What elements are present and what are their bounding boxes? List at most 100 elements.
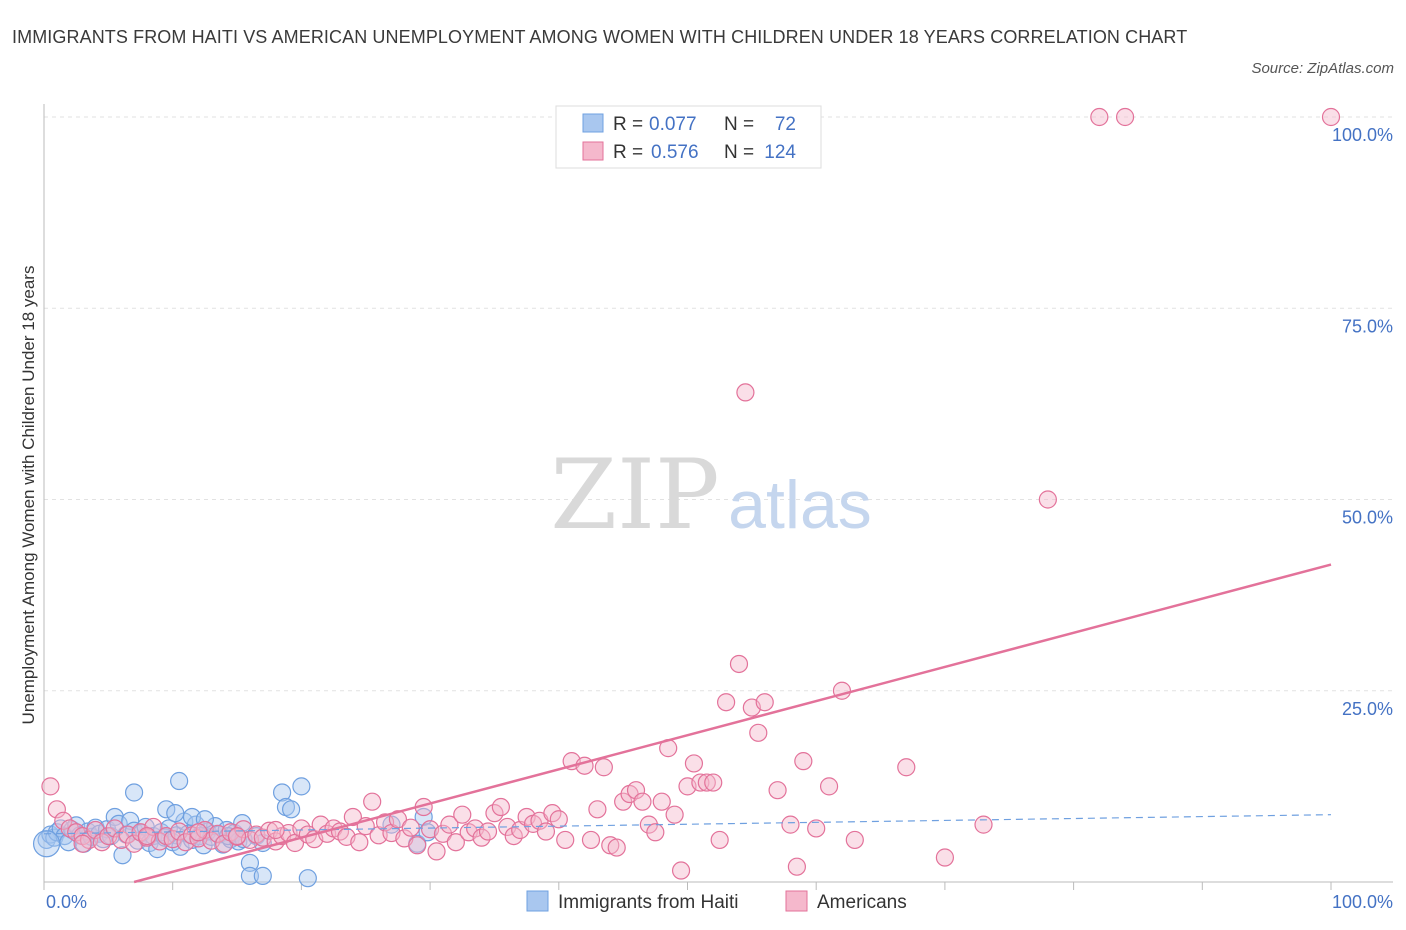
legend-r-label-haiti: R =: [613, 114, 643, 135]
point-americans-94: [652, 792, 671, 811]
watermark-zip: ZIP: [550, 439, 719, 551]
point-americans-123: [1115, 107, 1135, 127]
point-americans-85: [594, 758, 613, 777]
point-americans-104: [717, 693, 736, 712]
x-tick-label-max: 100.0%: [1332, 892, 1393, 912]
point-haiti-52: [240, 853, 260, 872]
bottom-legend-swatch-americans: [785, 890, 808, 912]
y-tick-label-1: 75.0%: [1342, 316, 1393, 336]
point-americans-79: [549, 810, 568, 829]
point-americans-120: [974, 815, 993, 834]
point-americans-114: [807, 819, 826, 838]
point-americans-122: [1090, 107, 1109, 127]
data-points: [32, 107, 1341, 888]
legend-n-label-haiti: N =: [724, 114, 754, 135]
point-americans-108: [749, 723, 768, 742]
point-americans-68: [478, 822, 498, 841]
point-americans-103: [710, 830, 729, 850]
point-americans-60: [427, 842, 446, 861]
point-americans-125: [73, 834, 92, 853]
point-haiti-20: [113, 846, 132, 865]
point-haiti-63: [240, 866, 260, 885]
point-americans-119: [935, 848, 955, 867]
legend-swatch-americans: [582, 141, 604, 161]
zipatlas-watermark: ZIP atlas: [550, 439, 871, 551]
point-americans-109: [755, 693, 774, 712]
point-americans-113: [794, 752, 813, 771]
y-tick-label-2: 50.0%: [1342, 508, 1393, 528]
point-americans-63: [446, 833, 465, 852]
point-haiti-57: [166, 804, 185, 823]
point-americans-57: [408, 836, 427, 855]
x-tick-label-min: 0.0%: [46, 892, 87, 912]
bottom-legend-label-haiti: Immigrants from Haiti: [558, 892, 739, 913]
point-americans-48: [350, 833, 369, 852]
point-americans-77: [536, 822, 556, 841]
point-americans-128: [227, 826, 247, 846]
point-americans-121: [1038, 490, 1057, 509]
bottom-legend-label-americans: Americans: [817, 892, 907, 913]
point-americans-99: [684, 754, 704, 773]
point-haiti-56: [157, 800, 176, 819]
point-americans-101: [697, 773, 716, 792]
legend-r-value-haiti: 0.077: [649, 114, 697, 135]
point-americans-80: [556, 830, 575, 850]
y-axis-label: Unemployment Among Women with Children U…: [19, 266, 38, 725]
point-americans-70: [491, 797, 510, 817]
bottom-legend: Immigrants from Haiti Americans: [526, 890, 907, 913]
legend-r-value-americans: 0.576: [651, 142, 699, 163]
chart-title: IMMIGRANTS FROM HAITI VS AMERICAN UNEMPL…: [12, 27, 1188, 47]
point-americans-124: [1321, 107, 1341, 127]
point-americans-117: [845, 830, 864, 850]
point-americans-90: [626, 781, 646, 800]
point-americans-127: [189, 823, 208, 842]
point-americans-62: [440, 815, 459, 834]
tick-labels: 100.0% 75.0% 50.0% 25.0% 0.0% 100.0%: [46, 125, 1393, 912]
source-label: Source: ZipAtlas.com: [1251, 60, 1394, 77]
y-tick-label-3: 25.0%: [1342, 699, 1393, 719]
point-haiti-22: [121, 811, 140, 830]
point-americans-97: [671, 861, 691, 880]
point-americans-47: [343, 807, 362, 827]
point-americans-50: [363, 792, 382, 811]
legend-box: R = 0.077 N = 72 R = 0.576 N = 124: [555, 105, 822, 169]
point-americans-111: [781, 815, 800, 834]
point-americans-1: [47, 800, 66, 819]
point-americans-110: [768, 781, 787, 800]
point-haiti-67: [282, 800, 301, 819]
point-americans-84: [588, 800, 607, 819]
point-americans-100: [691, 773, 710, 792]
point-haiti-58: [170, 771, 189, 791]
point-haiti-69: [298, 869, 317, 888]
watermark-atlas: atlas: [728, 467, 872, 543]
point-americans-105: [729, 654, 749, 674]
point-americans-126: [137, 826, 157, 846]
point-americans-102: [704, 773, 723, 792]
point-americans-0: [41, 777, 60, 796]
legend-n-value-haiti: 72: [775, 114, 796, 135]
point-americans-112: [787, 857, 806, 876]
trend-lines: [43, 563, 1332, 884]
point-americans-87: [607, 838, 626, 857]
bottom-legend-swatch-haiti: [526, 890, 549, 912]
point-americans-93: [646, 823, 665, 842]
trend-line-americans: [133, 563, 1332, 884]
point-americans-115: [819, 777, 839, 796]
legend-n-label-americans: N =: [724, 142, 754, 163]
point-haiti-64: [253, 866, 272, 885]
point-americans-91: [633, 792, 652, 811]
point-americans-96: [665, 805, 684, 824]
point-americans-118: [897, 758, 916, 777]
y-tick-label-0: 100.0%: [1332, 125, 1393, 145]
point-haiti-65: [272, 783, 292, 802]
trend-line-haiti: [43, 814, 1332, 835]
point-haiti-large: [32, 830, 61, 858]
legend-swatch-haiti: [582, 113, 604, 133]
point-haiti-68: [292, 777, 311, 796]
point-americans-61: [433, 824, 453, 843]
point-americans-83: [581, 830, 601, 850]
point-americans-64: [453, 805, 472, 824]
legend-r-label-americans: R =: [613, 142, 643, 163]
point-haiti-55: [124, 783, 144, 802]
